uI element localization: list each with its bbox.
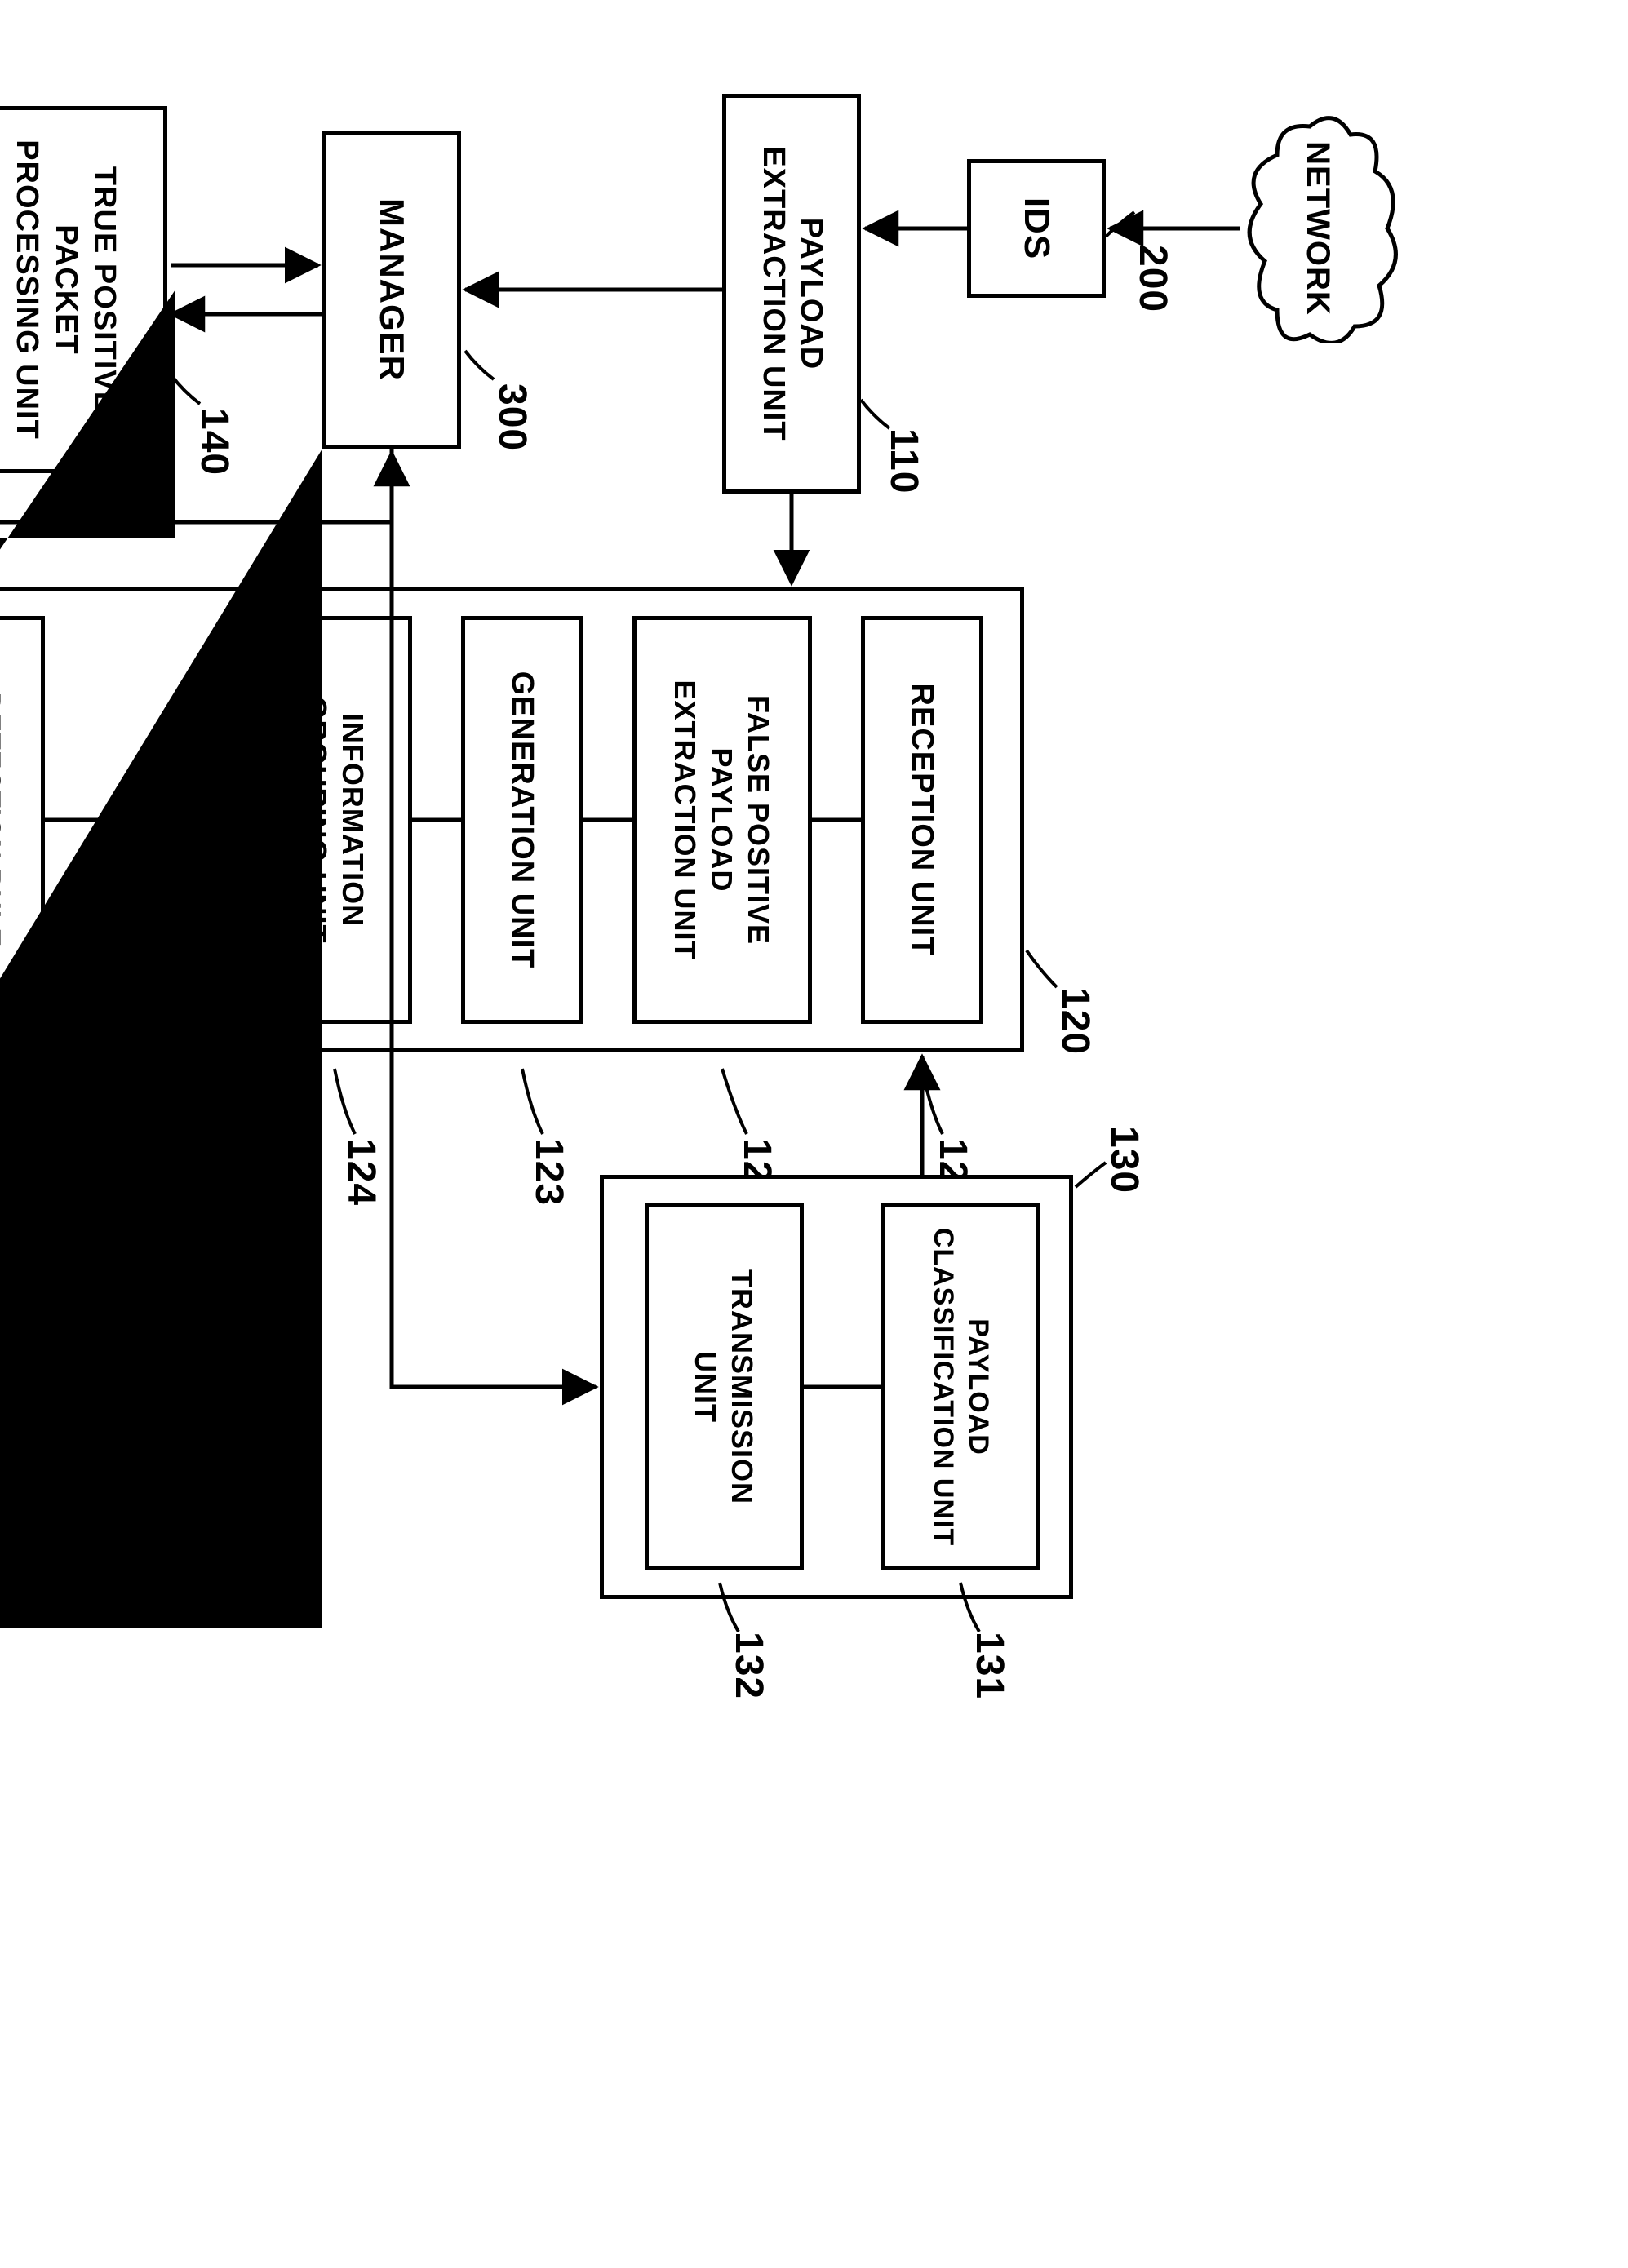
- ref-132: 132: [726, 1632, 771, 1699]
- ids-label: IDS: [1016, 197, 1057, 259]
- generation-box: GENERATION UNIT: [461, 616, 583, 1024]
- ref-131: 131: [967, 1632, 1012, 1699]
- generation-label: GENERATION UNIT: [505, 671, 540, 969]
- payload-extraction-label: PAYLOAD EXTRACTION UNIT: [754, 146, 828, 441]
- ids-box: IDS: [967, 159, 1106, 298]
- false-positive-label: FALSE POSITIVE PAYLOAD EXTRACTION UNIT: [668, 680, 778, 960]
- rotated-stage: NETWORK IDS 200 PAYLOAD EXTRACTION UNIT …: [0, 0, 1628, 2268]
- ref-300: 300: [490, 383, 535, 451]
- info-grouping-box: INFORMATION GROUPING UNIT: [257, 616, 412, 1024]
- diagram-canvas: NETWORK IDS 200 PAYLOAD EXTRACTION UNIT …: [0, 0, 1628, 2268]
- ref-123: 123: [526, 1138, 571, 1206]
- true-positive-label: TRUE POSITIVE PACKET PROCESSING UNIT: [7, 140, 124, 440]
- ref-125: 125: [0, 1138, 4, 1206]
- payload-classification-label: PAYLOAD CLASSIFICATION UNIT: [926, 1228, 996, 1546]
- manager-label: MANAGER: [372, 198, 411, 381]
- payload-classification-box: PAYLOAD CLASSIFICATION UNIT: [881, 1203, 1040, 1570]
- detection-rule-box: DETECTION RULE OPTIMIZATION REQUESTING U…: [0, 616, 45, 1024]
- ref-140: 140: [192, 408, 237, 476]
- payload-extraction-box: PAYLOAD EXTRACTION UNIT: [722, 94, 861, 494]
- false-positive-box: FALSE POSITIVE PAYLOAD EXTRACTION UNIT: [632, 616, 812, 1024]
- ref-124: 124: [339, 1138, 384, 1206]
- transmission-box: TRANSMISSION UNIT: [645, 1203, 804, 1570]
- info-grouping-label: INFORMATION GROUPING UNIT: [298, 696, 371, 943]
- transmission-label: TRANSMISSION UNIT: [688, 1269, 761, 1504]
- network-cloud: NETWORK: [1236, 114, 1400, 343]
- manager-box: MANAGER: [322, 131, 461, 449]
- reception-box: RECEPTION UNIT: [861, 616, 983, 1024]
- true-positive-box: TRUE POSITIVE PACKET PROCESSING UNIT: [0, 106, 167, 473]
- network-label: NETWORK: [1236, 114, 1400, 343]
- reception-label: RECEPTION UNIT: [905, 684, 940, 957]
- detection-rule-label: DETECTION RULE OPTIMIZATION REQUESTING U…: [0, 686, 7, 955]
